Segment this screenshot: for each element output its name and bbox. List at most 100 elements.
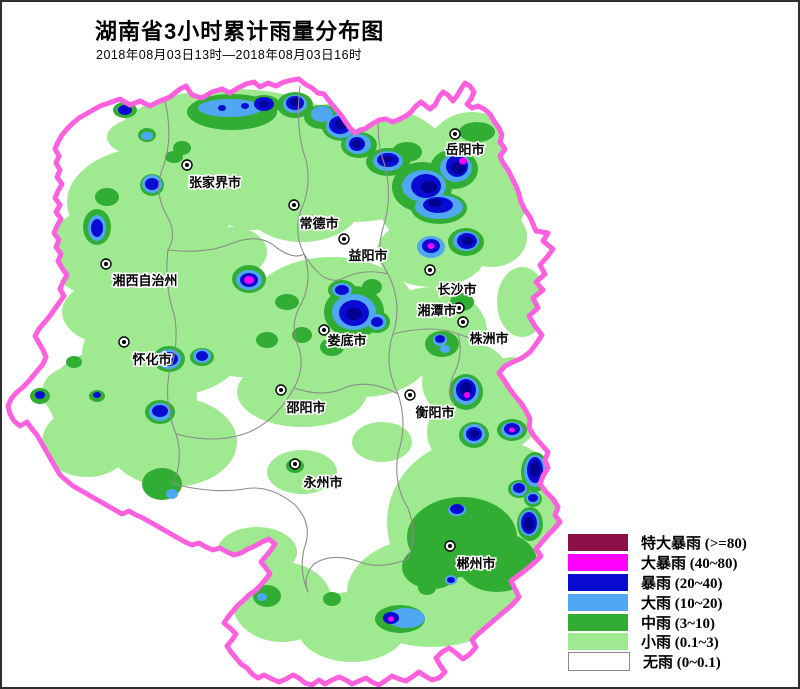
- rain-cell-green: [66, 356, 82, 368]
- rain-cell-darkblue: [421, 181, 437, 193]
- rain-cell-green: [292, 327, 312, 343]
- legend-swatch: [568, 633, 628, 651]
- legend-item: 大雨 (10~20): [568, 592, 798, 612]
- rain-cell-darkblue: [346, 308, 362, 320]
- legend-label: 大暴雨 (40~80): [641, 556, 738, 573]
- rain-cell-green: [275, 294, 299, 310]
- rain-cell-lightblue: [311, 106, 333, 122]
- city-group: 湘西自治州: [100, 258, 179, 290]
- city-marker-dot: [408, 393, 412, 397]
- rain-cell-blue: [218, 105, 226, 111]
- rain-cell-blue: [241, 103, 249, 109]
- rain-cell-blue: [450, 504, 464, 514]
- legend-label: 暴雨 (20~40): [641, 576, 723, 592]
- city-group: 邵阳市: [275, 384, 327, 417]
- city-label: 株洲市: [469, 331, 508, 346]
- legend-item: 中雨 (3~10): [568, 612, 798, 632]
- page-title: 湖南省3小时累计雨量分布图: [95, 19, 385, 44]
- city-label: 常德市: [299, 216, 338, 231]
- rain-cell-darkblue: [259, 101, 269, 107]
- city-marker-dot: [293, 462, 297, 466]
- city-group: 岳阳市: [444, 128, 486, 159]
- rain-cell-magenta: [509, 427, 515, 433]
- rain-cell-blue: [93, 392, 101, 398]
- city-label: 怀化市: [132, 352, 171, 367]
- rain-cell-magenta: [244, 276, 254, 284]
- rain-cell-lightgreen: [352, 422, 412, 462]
- rain-cell-darkblue: [164, 354, 174, 362]
- rain-cell-green: [253, 585, 281, 607]
- legend: 特大暴雨 (>=80) 大暴雨 (40~80) 暴雨 (20~40) 大雨 (10~2…: [568, 533, 798, 672]
- legend-item: 小雨 (0.1~3): [568, 632, 798, 652]
- legend-label: 小雨 (0.1~3): [641, 635, 719, 652]
- rain-cell-lightgreen: [47, 207, 157, 297]
- rain-cell-blue: [371, 317, 383, 327]
- city-label: 湘潭市: [417, 303, 456, 318]
- rain-cell-blue: [447, 577, 455, 583]
- rain-cell-darkblue: [460, 382, 472, 396]
- rain-cell-blue: [118, 105, 132, 115]
- rain-cell-magenta: [427, 243, 435, 249]
- rain-cell-blue: [196, 351, 208, 361]
- rain-cell-magenta: [459, 157, 467, 165]
- city-marker-dot: [279, 388, 283, 392]
- legend-swatch: [568, 613, 628, 631]
- city-borders-layer: [158, 85, 503, 593]
- rain-cell-darkblue: [469, 430, 479, 438]
- rain-cell-darkblue: [524, 517, 534, 531]
- province-border: [5, 76, 563, 687]
- city-group: 怀化市: [118, 336, 173, 369]
- city-group: 湘潭市: [416, 302, 465, 320]
- page-subtitle: 2018年08月03日13时—2018年08月03日16时: [96, 48, 363, 62]
- rain-cell-magenta: [388, 616, 394, 622]
- city-group: 张家界市: [181, 159, 243, 192]
- city-label: 张家界市: [189, 175, 241, 190]
- city-group: 娄底市: [318, 324, 368, 350]
- legend-label: 大雨 (10~20): [641, 595, 723, 612]
- city-label: 衡阳市: [415, 405, 454, 420]
- legend-item: 特大暴雨 (>=80): [568, 533, 798, 553]
- city-group: 衡阳市: [404, 389, 456, 422]
- rain-cell-green: [362, 279, 382, 295]
- rain-cell-green: [418, 581, 436, 595]
- city-marker-dot: [322, 328, 326, 332]
- rain-cell-lightblue: [257, 593, 267, 601]
- legend-swatch: [568, 534, 628, 552]
- city-group: 常德市: [288, 199, 340, 233]
- rain-cell-lightgreen: [237, 357, 367, 427]
- city-marker-dot: [457, 306, 461, 310]
- legend-label: 中雨 (3~10): [641, 615, 716, 632]
- city-marker-dot: [448, 544, 452, 548]
- rain-cell-blue: [145, 178, 159, 190]
- rain-cell-lightblue: [166, 489, 178, 499]
- rain-cell-lightgreen: [212, 174, 292, 230]
- rain-cell-darkblue: [428, 199, 442, 207]
- rain-cell-lightgreen: [267, 450, 337, 494]
- rain-cell-blue: [513, 483, 525, 493]
- legend-swatch: [568, 593, 628, 611]
- city-group: 长沙市: [424, 264, 478, 299]
- rain-cell-darkblue: [290, 98, 300, 106]
- rain-cell-blue: [435, 335, 445, 343]
- rain-cell-blue: [91, 219, 103, 237]
- legend-swatch: [568, 573, 628, 591]
- rain-cell-lightgreen: [42, 367, 102, 417]
- legend-label: 无雨 (0~0.1): [643, 655, 721, 672]
- city-marker-dot: [292, 203, 296, 207]
- city-marker-dot: [185, 163, 189, 167]
- city-group: 永州市: [289, 458, 344, 492]
- city-marker-dot: [104, 262, 108, 266]
- city-marker-dot: [461, 320, 465, 324]
- city-label: 永州市: [302, 475, 342, 490]
- city-marker-dot: [428, 268, 432, 272]
- rain-cell-blue: [152, 405, 168, 417]
- rain-cell-darkblue: [530, 461, 540, 477]
- rain-cell-green: [320, 338, 344, 356]
- city-group: 益阳市: [338, 233, 389, 265]
- city-label: 娄底市: [327, 333, 366, 348]
- legend-swatch: [568, 652, 630, 672]
- rain-cell-green: [256, 332, 278, 348]
- rain-cell-green: [323, 592, 341, 606]
